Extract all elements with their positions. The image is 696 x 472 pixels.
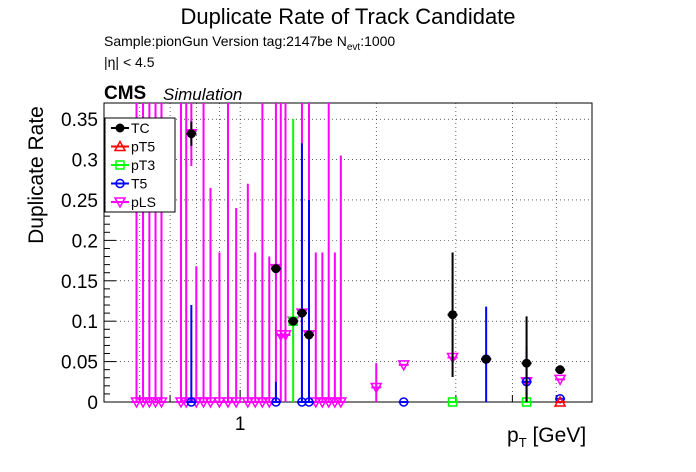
tc-marker	[271, 264, 281, 274]
tc-marker	[186, 129, 196, 139]
y-tick-label: 0.35	[61, 110, 98, 131]
tc-marker	[481, 354, 491, 364]
y-tick-label: 0.3	[72, 151, 98, 172]
tc-marker	[304, 330, 314, 340]
x-axis-label-unit: [GeV]	[526, 424, 587, 447]
t5-marker	[271, 397, 281, 407]
x-axis-label-sub: T	[518, 435, 527, 451]
legend-marker-pt5	[113, 139, 127, 152]
legend-label-tc: TC	[131, 120, 150, 136]
y-tick-label: 0.1	[72, 312, 98, 333]
pls-marker	[334, 397, 348, 409]
sample-info-sub: evt	[346, 42, 361, 53]
legend-marker-pls	[113, 197, 127, 209]
pls-marker	[204, 397, 217, 409]
tc-marker	[522, 358, 532, 368]
y-tick-label: 0	[87, 393, 98, 414]
legend-label-pt5: pT5	[131, 139, 155, 155]
sample-info-suffix: :1000	[360, 33, 396, 49]
legend-marker-t5	[115, 178, 125, 189]
x-axis-label-main: p	[507, 424, 519, 447]
legend-label-t5: T5	[131, 176, 148, 192]
chart-title: Duplicate Rate of Track Candidate	[180, 4, 516, 29]
sample-info: Sample:pionGun Version tag:2147be Nevt:1…	[104, 33, 395, 53]
pls-marker	[279, 330, 292, 342]
legend-label-pls: pLS	[131, 194, 156, 210]
sample-info-prefix: Sample:pionGun Version tag:2147be N	[104, 33, 347, 49]
y-tick-label: 0.25	[61, 191, 98, 212]
legend-label-pt3: pT3	[131, 157, 155, 173]
tc-marker	[297, 308, 307, 318]
legend-marker-pt3	[115, 160, 125, 170]
pt5-marker	[553, 395, 567, 407]
y-tick-label: 0.2	[72, 231, 98, 252]
simulation-label: Simulation	[163, 85, 243, 104]
pls-marker	[213, 397, 226, 409]
x-axis-label: pT [GeV]	[507, 424, 586, 450]
pt3-marker	[447, 397, 458, 407]
t5-marker	[398, 397, 409, 407]
pls-marker	[229, 397, 243, 409]
pls-marker	[397, 360, 410, 372]
pls-marker	[221, 397, 235, 409]
eta-cut-label: |η| < 4.5	[104, 54, 155, 70]
x-tick-label: 1	[235, 414, 246, 435]
y-tick-label: 0.15	[61, 272, 98, 293]
tc-marker	[448, 310, 458, 320]
cms-label: CMS	[104, 83, 147, 104]
tc-marker	[288, 316, 298, 326]
t5-marker	[186, 397, 197, 407]
t5-marker	[304, 397, 314, 407]
y-tick-label: 0.05	[61, 353, 98, 374]
pls-marker	[369, 382, 383, 394]
pls-marker	[155, 397, 168, 409]
legend-marker-tc	[115, 123, 125, 133]
plot-frame	[103, 102, 593, 403]
pls-marker	[553, 374, 567, 386]
tc-marker	[555, 365, 565, 375]
